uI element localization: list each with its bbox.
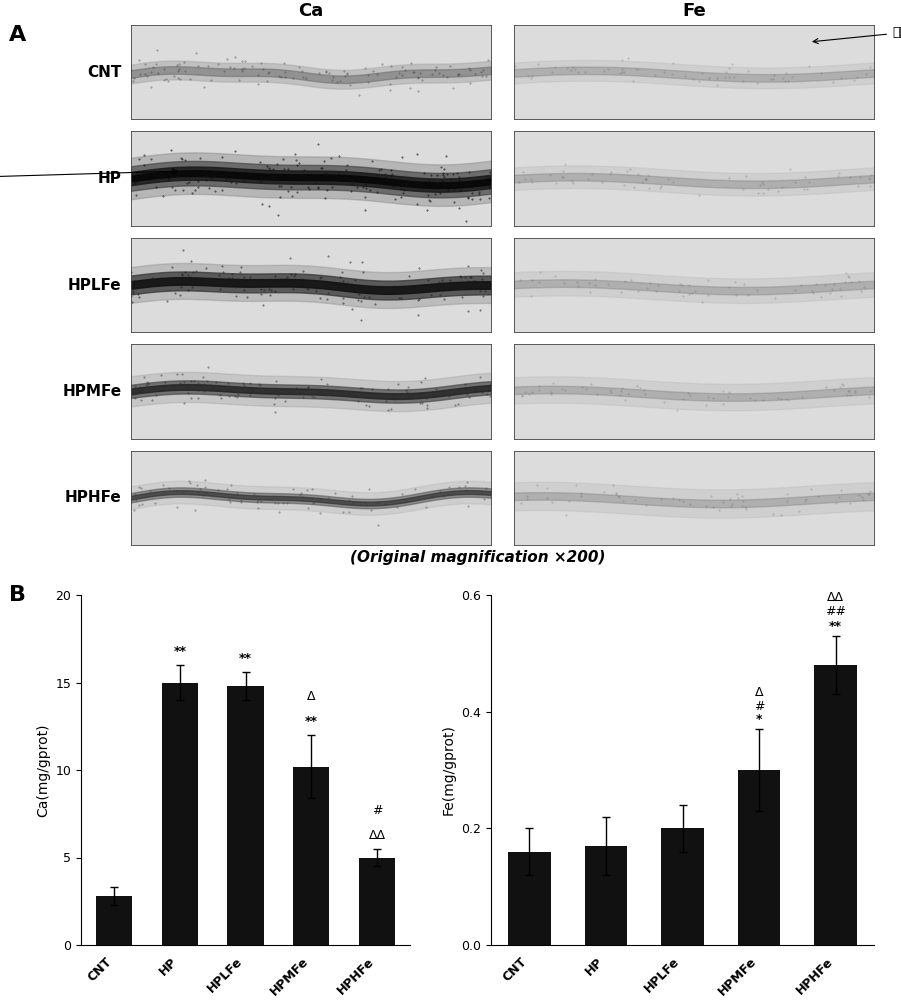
Bar (227, 686, 264, 945)
Text: **: ** (305, 715, 318, 728)
Y-axis label: Fe(mg/gprot): Fe(mg/gprot) (441, 725, 456, 815)
Text: HPHFe: HPHFe (65, 490, 122, 505)
Bar (585, 846, 627, 945)
Text: **: ** (829, 620, 842, 633)
Bar (359, 857, 395, 945)
Text: #: # (754, 700, 764, 713)
Text: Δ: Δ (755, 686, 763, 699)
Text: HPLFe: HPLFe (68, 277, 122, 292)
Text: 血管环: 血管环 (813, 26, 901, 44)
Bar (162, 682, 198, 945)
Text: *: * (756, 713, 762, 726)
Bar (293, 766, 329, 945)
Text: #: # (372, 804, 382, 817)
Text: ΔΔ: ΔΔ (827, 591, 844, 604)
Text: (Original magnification ×200): (Original magnification ×200) (350, 550, 605, 565)
Text: Ca: Ca (298, 2, 323, 20)
Text: 馒沉积: 馒沉积 (0, 169, 177, 185)
Bar (508, 852, 551, 945)
Text: A: A (9, 25, 26, 45)
Bar (661, 828, 704, 945)
Bar (815, 665, 857, 945)
Bar (96, 896, 132, 945)
Bar (738, 770, 780, 945)
Text: Δ: Δ (307, 690, 315, 704)
Text: Fe: Fe (682, 2, 705, 20)
Text: ##: ## (825, 605, 846, 618)
Text: ΔΔ: ΔΔ (369, 829, 386, 842)
Text: HPMFe: HPMFe (62, 384, 122, 399)
Y-axis label: Ca(mg/gprot): Ca(mg/gprot) (36, 723, 50, 817)
Text: HP: HP (98, 171, 122, 186)
Text: **: ** (239, 652, 252, 665)
Text: CNT: CNT (87, 65, 122, 80)
Text: **: ** (173, 645, 187, 658)
Text: B: B (9, 585, 26, 605)
